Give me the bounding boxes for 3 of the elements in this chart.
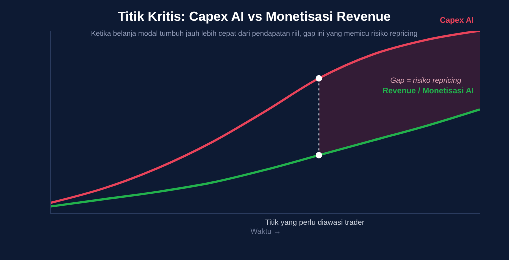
series-label: Capex AI [440, 16, 474, 25]
chart-title: Titik Kritis: Capex AI vs Monetisasi Revenue [118, 9, 392, 24]
series-label: Revenue / Monetisasi AI [382, 86, 474, 96]
